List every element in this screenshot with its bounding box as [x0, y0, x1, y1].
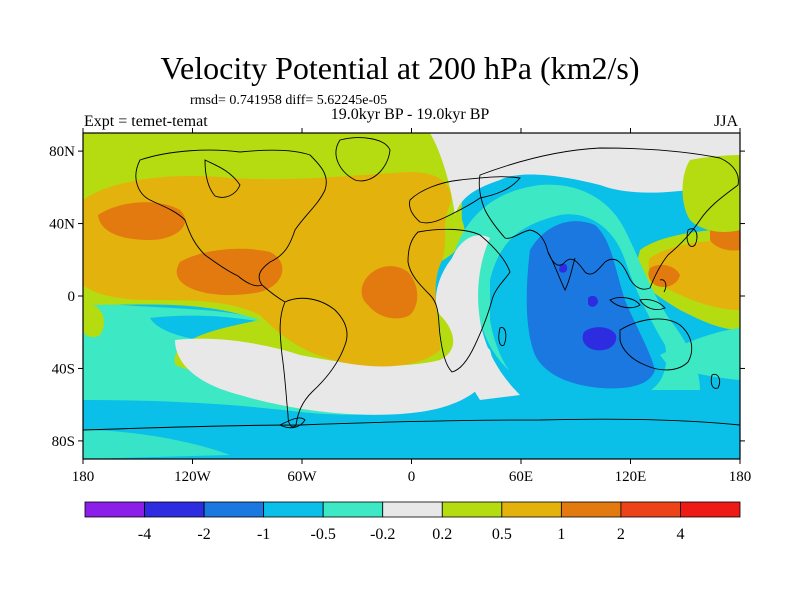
- colorbar: -4 -2 -1 -0.5 -0.2 0.2 0.5 1 2 4: [84, 501, 741, 543]
- colorbar-label: 2: [617, 526, 625, 543]
- colorbar-label: 1: [557, 526, 565, 543]
- lon-tick-label: 60W: [287, 469, 317, 485]
- lon-tick-label: 120E: [615, 469, 647, 485]
- period-label: 19.0kyr BP - 19.0kyr BP: [330, 106, 490, 123]
- colorbar-swatch: [560, 501, 622, 518]
- colorbar-swatch: [144, 501, 205, 518]
- colorbar-label: 0.5: [492, 526, 512, 543]
- colorbar-label: -1: [257, 526, 270, 543]
- season-label: JJA: [714, 113, 739, 130]
- colorbar-label: -0.2: [370, 526, 395, 543]
- colorbar-swatch: [501, 501, 562, 518]
- contour-fill: [83, 133, 740, 459]
- colorbar-label: 0.2: [432, 526, 452, 543]
- longitude-axis: 180 120W 60W 0 60E 120E 180: [72, 128, 752, 485]
- lat-tick-label: 0: [68, 289, 76, 305]
- colorbar-swatch: [84, 501, 145, 518]
- lat-tick-label: 80N: [49, 144, 75, 160]
- colorbar-swatch: [382, 501, 443, 518]
- colorbar-label: -0.5: [311, 526, 336, 543]
- stats-label: rmsd= 0.741958 diff= 5.62245e-05: [190, 93, 388, 108]
- lon-tick-label: 0: [408, 469, 416, 485]
- colorbar-swatch: [322, 501, 384, 518]
- lon-tick-label: 180: [72, 469, 95, 485]
- colorbar-label: -2: [197, 526, 210, 543]
- colorbar-swatch: [441, 501, 503, 518]
- coastlines: [83, 137, 740, 431]
- colorbar-label: 4: [676, 526, 684, 543]
- latitude-axis: 80N 40N 0 40S 80S: [49, 144, 745, 450]
- colorbar-swatch: [680, 501, 741, 518]
- lat-tick-label: 80S: [52, 434, 75, 450]
- experiment-label: Expt = temet-temat: [84, 113, 208, 130]
- lat-tick-label: 40S: [52, 361, 75, 377]
- lon-tick-label: 180: [729, 469, 752, 485]
- lon-tick-label: 120W: [174, 469, 212, 485]
- plot-title: Velocity Potential at 200 hPa (km2/s): [160, 50, 640, 86]
- lat-tick-label: 40N: [49, 217, 75, 233]
- colorbar-swatch: [620, 501, 681, 518]
- colorbar-swatch: [203, 501, 265, 518]
- lon-tick-label: 60E: [509, 469, 533, 485]
- colorbar-label: -4: [138, 526, 151, 543]
- colorbar-swatch: [263, 501, 324, 518]
